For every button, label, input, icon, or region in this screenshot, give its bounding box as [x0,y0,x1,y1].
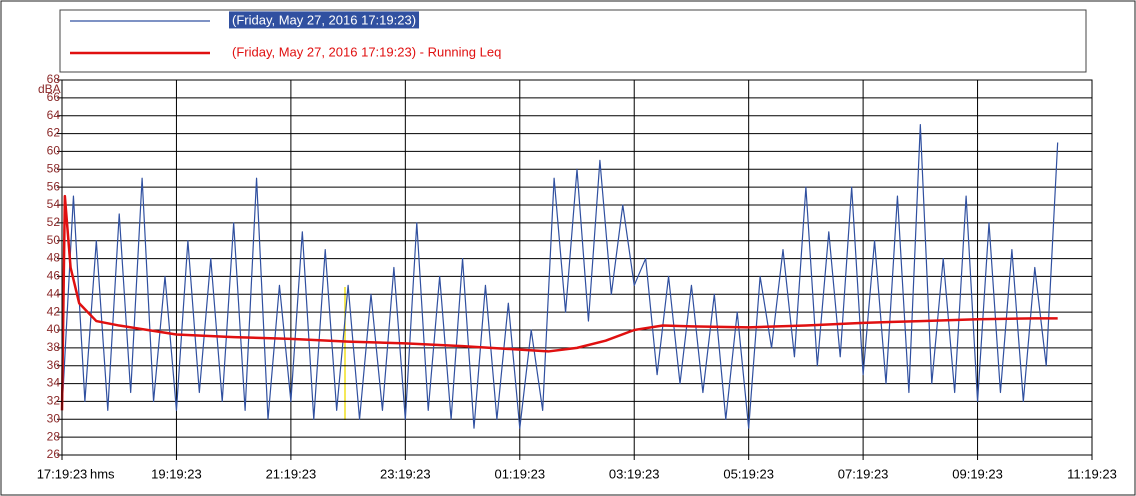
x-tick-label: 17:19:23 [37,466,88,481]
x-tick-label: 07:19:23 [838,466,889,481]
y-tick-label: 52 [47,215,61,229]
y-tick-label: 62 [47,126,61,140]
legend-box [59,9,1087,73]
y-tick-label: 26 [47,447,61,461]
y-tick-label: 36 [47,358,61,372]
series-line [60,194,1058,411]
y-tick-label: 56 [47,179,61,193]
x-tick-label: 01:19:23 [494,466,545,481]
x-tick-label: 19:19:23 [151,466,202,481]
legend-label: (Friday, May 27, 2016 17:19:23) - Runnin… [232,44,501,59]
plot-frame [61,79,1093,456]
y-tick-label: 58 [47,161,61,175]
y-tick-label: 28 [47,429,61,443]
y-tick-label: 68 [47,72,61,86]
y-tick-label: 44 [47,286,61,300]
x-tick-label: 05:19:23 [723,466,774,481]
x-tick-label: 23:19:23 [380,466,431,481]
y-tick-label: 48 [47,251,61,265]
y-tick-label: 32 [47,394,61,408]
y-tick-label: 66 [47,90,61,104]
x-tick-label: 11:19:23 [1067,466,1117,481]
y-tick-label: 60 [47,144,61,158]
y-tick-label: 54 [47,197,61,211]
y-tick-label: 40 [47,322,61,336]
x-axis-label: hms [90,466,115,481]
y-tick-label: 50 [47,233,61,247]
y-tick-label: 34 [47,376,61,390]
y-tick-label: 30 [47,411,61,425]
series-line [61,124,1059,429]
x-tick-label: 03:19:23 [609,466,660,481]
legend-label: (Friday, May 27, 2016 17:19:23) [232,12,416,27]
y-axis-label: dBA [38,82,61,96]
y-tick-label: 64 [47,108,61,122]
y-tick-label: 38 [47,340,61,354]
x-tick-label: 21:19:23 [266,466,317,481]
y-tick-label: 46 [47,269,61,283]
legend-highlight [229,11,420,29]
x-tick-label: 09:19:23 [952,466,1003,481]
y-tick-label: 42 [47,304,61,318]
